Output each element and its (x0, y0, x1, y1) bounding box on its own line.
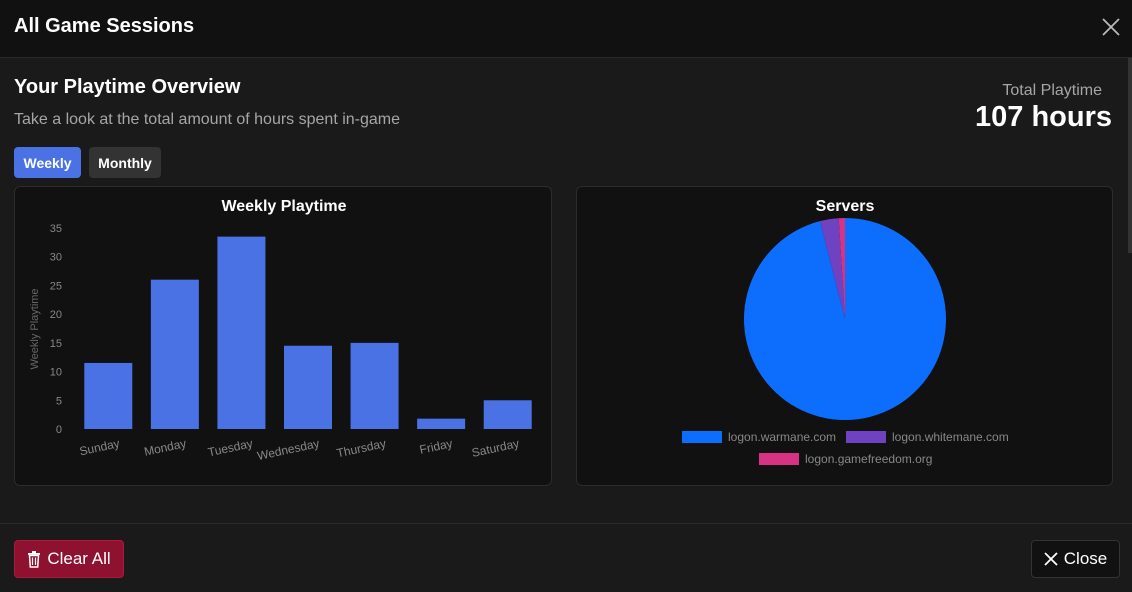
close-icon (1044, 552, 1058, 566)
y-tick-label: 5 (56, 395, 62, 407)
x-tick-label: Wednesday (256, 436, 321, 463)
close-label: Close (1063, 549, 1108, 568)
modal-header: All Game Sessions (0, 0, 1132, 58)
legend-label[interactable]: logon.gamefreedom.org (805, 452, 932, 466)
x-tick-label: Tuesday (207, 436, 255, 459)
y-tick-label: 35 (50, 223, 62, 235)
servers-chart: Servers logon.warmane.com logon.whitemane.… (682, 198, 1009, 466)
bar-monday[interactable] (150, 279, 199, 429)
legend-label[interactable]: logon.whitemane.com (892, 430, 1009, 444)
bar-tuesday[interactable] (217, 236, 266, 429)
pie-slice-2[interactable] (819, 218, 845, 319)
x-tick-label: Saturday (470, 436, 520, 460)
total-playtime-value: 107 hours (975, 101, 1112, 133)
trash-icon (28, 550, 41, 568)
y-tick-label: 20 (50, 309, 62, 321)
legend-swatch[interactable] (846, 431, 886, 443)
clear-all-button[interactable]: Clear All (14, 540, 124, 578)
y-tick-label: 0 (56, 424, 62, 436)
chart-title: Weekly Playtime (221, 198, 346, 215)
y-tick-label: 25 (50, 280, 62, 292)
legend-label[interactable]: logon.warmane.com (728, 430, 836, 444)
pie-slice-3[interactable] (838, 218, 845, 319)
y-tick-label: 15 (50, 338, 62, 350)
legend-swatch[interactable] (759, 453, 799, 465)
close-icon[interactable] (1100, 14, 1122, 40)
modal-title: All Game Sessions (14, 15, 195, 37)
total-playtime-label: Total Playtime (1002, 82, 1102, 99)
x-tick-label: Monday (143, 436, 188, 459)
modal-footer (0, 523, 1132, 592)
overview-subtitle: Take a look at the total amount of hours… (14, 111, 401, 128)
bar-friday[interactable] (417, 418, 466, 429)
weekly-playtime-panel: Weekly Playtime Weekly Playtime 0 5 10 15 20 25… (14, 186, 552, 486)
bar-sunday[interactable] (84, 362, 133, 429)
bar-thursday[interactable] (350, 342, 399, 429)
bar-saturday[interactable] (483, 400, 532, 429)
clear-all-label: Clear All (47, 549, 111, 568)
y-axis-label: Weekly Playtime (29, 288, 41, 369)
overview-title: Your Playtime Overview (14, 76, 241, 98)
bar-wednesday[interactable] (284, 345, 332, 429)
y-tick-label: 10 (50, 367, 62, 379)
chart-title: Servers (816, 198, 875, 215)
tab-weekly[interactable]: Weekly (14, 147, 81, 178)
weekly-playtime-chart: Weekly Playtime Weekly Playtime 0 5 10 15 20 25… (29, 198, 532, 463)
x-tick-label: Sunday (78, 436, 121, 458)
scrollbar[interactable] (1128, 58, 1132, 253)
tab-monthly[interactable]: Monthly (89, 147, 161, 178)
x-tick-label: Thursday (335, 436, 387, 460)
servers-panel: Servers logon.warmane.com logon.whitemane.… (576, 186, 1113, 486)
legend-swatch[interactable] (682, 431, 722, 443)
y-tick-label: 30 (50, 252, 62, 264)
x-tick-label: Friday (418, 436, 454, 457)
close-button[interactable]: Close (1031, 540, 1120, 578)
